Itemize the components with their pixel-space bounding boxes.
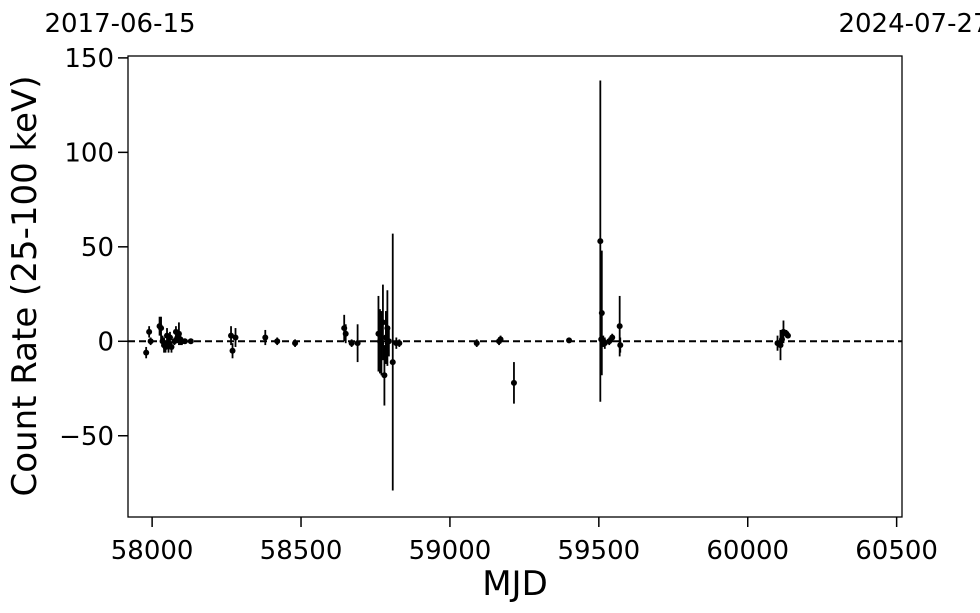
y-axis-label: Count Rate (25-100 keV) [5, 76, 45, 497]
data-point [473, 340, 480, 347]
x-tick-label: 59000 [409, 536, 492, 566]
data-point [187, 338, 194, 345]
y-tick-label: −50 [59, 422, 114, 452]
data-point [181, 338, 188, 345]
x-tick-label: 59500 [557, 536, 640, 566]
data-point [232, 334, 239, 341]
data-point [396, 340, 403, 347]
y-tick-label: 50 [81, 233, 114, 263]
data-point [143, 349, 150, 356]
top-date-label: 2024-07-27 [838, 9, 980, 39]
data-point [566, 337, 573, 344]
data-point [262, 334, 269, 341]
data-point [381, 372, 388, 379]
data-point [166, 334, 173, 341]
data-point [617, 342, 624, 349]
y-tick-label: 0 [97, 327, 114, 357]
data-point [348, 340, 355, 347]
x-tick-label: 58500 [260, 536, 343, 566]
data-point [146, 328, 153, 335]
data-point [616, 323, 623, 330]
data-point [229, 347, 236, 354]
data-point [379, 319, 386, 326]
data-point [497, 336, 504, 343]
data-point [342, 330, 349, 337]
plot-frame [127, 55, 903, 518]
y-tick-label: 100 [64, 138, 114, 168]
data-point [147, 338, 154, 345]
top-date-label: 2017-06-15 [44, 9, 195, 39]
x-tick-label: 60500 [855, 536, 938, 566]
data-point [597, 238, 604, 245]
data-point [168, 343, 175, 350]
data-point [609, 334, 616, 341]
data-point [389, 359, 396, 366]
data-point [510, 379, 517, 386]
data-point [598, 309, 605, 316]
y-tick-label: 150 [64, 44, 114, 74]
data-point [274, 338, 281, 345]
x-tick-label: 58000 [111, 536, 194, 566]
x-tick-label: 60000 [706, 536, 789, 566]
data-point [292, 340, 299, 347]
data-point [158, 325, 165, 332]
data-point [385, 338, 392, 345]
x-axis-label: MJD [482, 564, 548, 604]
data-point [784, 332, 791, 339]
data-point [354, 340, 361, 347]
